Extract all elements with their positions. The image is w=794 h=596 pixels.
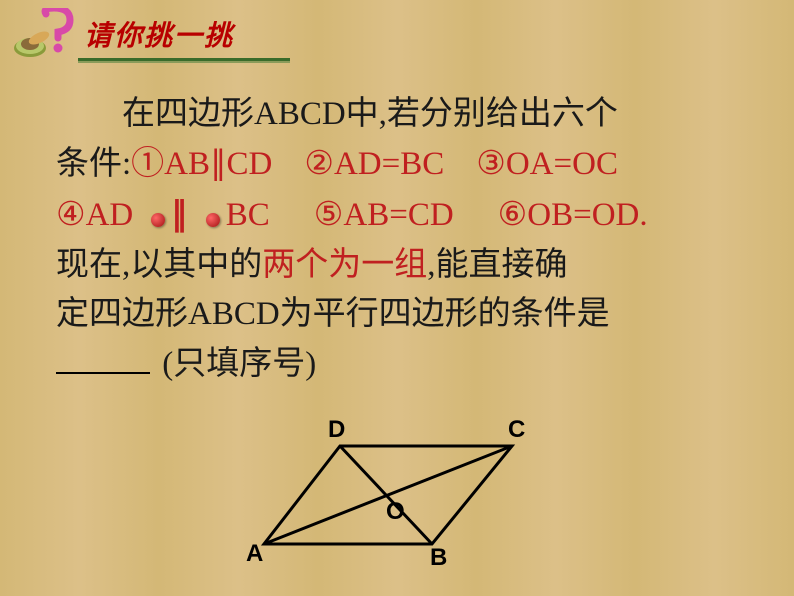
text-cond-label: 条件: <box>56 146 131 182</box>
body-content: 在四边形ABCD中,若分别给出六个 条件:①AB∥CD②AD=BC③OA=OC … <box>56 90 738 389</box>
answer-blank[interactable] <box>56 346 150 374</box>
parallel-symbol: ∥ <box>171 189 188 239</box>
text-4a: 现在,以其中的 <box>56 247 262 283</box>
parallelogram-diagram: A B C D O <box>252 424 542 574</box>
header-underline <box>78 58 290 63</box>
line-2: 条件:①AB∥CD ②AD=BC ③OA=OC <box>56 140 738 190</box>
cond-5: ⑤AB=CD <box>314 197 454 233</box>
cond-3: ③OA=OC <box>476 146 618 182</box>
label-A: A <box>246 540 263 568</box>
text-intro: 在四边形ABCD中,若分别给出六个 <box>122 96 618 132</box>
line-3: ④AD ∥ BC ⑤AB=CD ⑥OB=OD. <box>56 189 738 241</box>
question-mark-icon <box>12 8 76 60</box>
line-4: 现在,以其中的两个为一组,能直接确 <box>56 241 738 291</box>
cond-4a: ④AD <box>56 197 133 233</box>
label-D: D <box>328 416 345 444</box>
text-6: (只填序号) <box>162 346 316 382</box>
header: 请你挑一挑 <box>12 8 234 60</box>
line-6: (只填序号) <box>56 340 738 390</box>
text-4c: ,能直接确 <box>427 247 567 283</box>
header-title: 请你挑一挑 <box>84 14 234 54</box>
text-4b: 两个为一组 <box>262 247 427 283</box>
bullet-icon <box>206 213 220 227</box>
label-O: O <box>386 498 405 526</box>
cond-2: ②AD=BC <box>304 146 444 182</box>
cond-4b: BC <box>226 197 270 233</box>
line-1: 在四边形ABCD中,若分别给出六个 <box>56 90 738 140</box>
line-5: 定四边形ABCD为平行四边形的条件是 <box>56 290 738 340</box>
cond-6: ⑥OB=OD. <box>498 197 648 233</box>
cond-1: ①AB∥CD <box>131 146 272 182</box>
label-B: B <box>430 544 447 572</box>
bullet-icon <box>151 213 165 227</box>
label-C: C <box>508 416 525 444</box>
